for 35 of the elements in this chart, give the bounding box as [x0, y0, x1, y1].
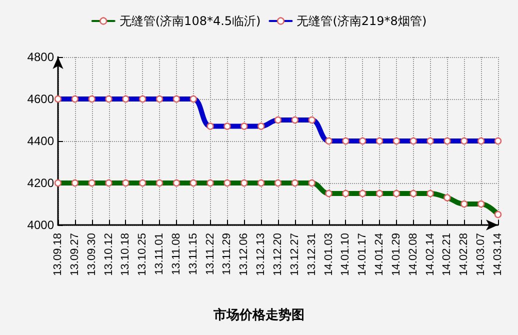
x-tick-label: 14.03.07 [475, 233, 488, 276]
y-tick-label: 4800 [27, 50, 54, 64]
x-tick-label: 14.03.14 [492, 233, 504, 276]
x-tick-label: 14.02.21 [441, 233, 454, 276]
x-tick-label: 13.09.18 [52, 233, 64, 276]
legend-label: 无缝管(济南219*8烟管) [296, 14, 427, 28]
x-tick-label: 13.12.13 [255, 233, 268, 276]
x-tick-label: 14.01.03 [322, 233, 335, 276]
y-tick-label: 4600 [27, 92, 54, 106]
x-tick-label: 13.10.18 [120, 233, 132, 276]
x-tick-label: 13.11.08 [170, 233, 182, 276]
x-tick-label: 14.01.10 [340, 233, 352, 276]
x-tick-label: 13.12.20 [272, 233, 284, 276]
x-tick-label: 13.12.27 [288, 233, 301, 276]
x-tick-label: 13.11.15 [187, 233, 200, 276]
x-tick-label: 14.01.29 [390, 233, 402, 276]
x-tick-label: 14.01.17 [356, 233, 369, 276]
x-tick-label: 13.10.25 [136, 233, 149, 276]
y-tick-label: 4400 [27, 134, 54, 148]
x-tick-label: 14.02.08 [407, 233, 420, 276]
x-tick-label: 13.11.01 [154, 233, 166, 276]
x-tick-label: 13.12.31 [306, 233, 318, 276]
x-tick-label: 13.11.22 [204, 233, 216, 276]
x-tick-label: 14.01.24 [374, 233, 386, 276]
x-tick-label: 13.10.12 [102, 233, 115, 276]
legend-label: 无缝管(济南108*4.5临沂) [119, 14, 261, 28]
x-tick-label: 13.09.27 [68, 233, 81, 276]
y-tick-label: 4000 [27, 218, 54, 232]
x-tick-label: 13.09.30 [86, 233, 98, 276]
x-tick-label: 14.02.28 [458, 233, 470, 276]
y-tick-label: 4200 [27, 176, 54, 190]
x-tick-label: 14.02.14 [424, 233, 436, 276]
x-tick-label: 13.12.06 [238, 233, 250, 276]
text: 市场价格走势图 [212, 307, 304, 323]
x-tick-label: 13.11.29 [221, 233, 234, 276]
